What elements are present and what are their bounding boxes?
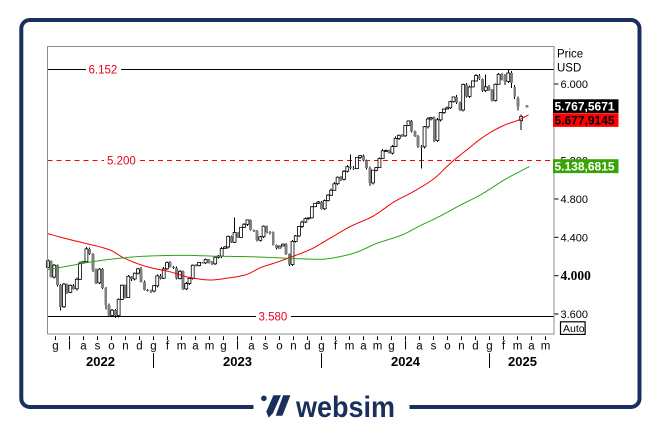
svg-text:g: g [388, 341, 394, 353]
svg-text:m: m [345, 341, 355, 353]
svg-text:5.677,9145: 5.677,9145 [555, 113, 615, 127]
svg-text:d: d [136, 341, 142, 353]
svg-text:Auto: Auto [563, 323, 585, 335]
svg-text:f: f [502, 341, 506, 353]
svg-text:g: g [318, 341, 324, 353]
svg-text:USD: USD [557, 63, 581, 75]
svg-text:6.000: 6.000 [561, 79, 589, 91]
svg-text:2025: 2025 [508, 354, 537, 369]
svg-text:Price: Price [557, 49, 583, 61]
svg-text:o: o [276, 341, 282, 353]
svg-text:a: a [528, 341, 535, 353]
svg-text:m: m [205, 341, 215, 353]
svg-text:4.400: 4.400 [561, 232, 589, 244]
svg-text:a: a [248, 341, 255, 353]
svg-text:websim: websim [295, 391, 395, 424]
svg-text:s: s [95, 341, 101, 353]
svg-text:f: f [166, 341, 170, 353]
svg-text:n: n [458, 341, 464, 353]
svg-text:4.000: 4.000 [561, 268, 592, 283]
svg-text:o: o [444, 341, 450, 353]
svg-text:g: g [150, 341, 156, 353]
svg-text:m: m [513, 341, 523, 353]
svg-text:2022: 2022 [86, 354, 115, 369]
svg-text:m: m [541, 341, 551, 353]
svg-text:4.800: 4.800 [561, 194, 589, 206]
svg-text:g: g [486, 341, 492, 353]
svg-text:a: a [192, 341, 199, 353]
svg-text:s: s [431, 341, 437, 353]
svg-text:f: f [334, 341, 338, 353]
svg-text:o: o [108, 341, 114, 353]
svg-text:a: a [80, 341, 87, 353]
svg-text:m: m [373, 341, 383, 353]
svg-text:s: s [263, 341, 269, 353]
svg-text:g: g [52, 341, 58, 353]
svg-text:m: m [177, 341, 187, 353]
svg-text:l: l [404, 341, 407, 353]
svg-text:a: a [360, 341, 367, 353]
svg-text:n: n [290, 341, 296, 353]
svg-text:5.767,5671: 5.767,5671 [555, 99, 615, 113]
svg-text:6.152: 6.152 [89, 65, 118, 77]
svg-text:2023: 2023 [223, 354, 252, 369]
svg-text:g: g [220, 341, 226, 353]
svg-text:3.580: 3.580 [259, 312, 288, 324]
svg-text:5.200: 5.200 [107, 156, 136, 168]
svg-text:3.600: 3.600 [561, 309, 589, 321]
svg-text:d: d [472, 341, 478, 353]
svg-text:l: l [68, 341, 71, 353]
svg-text:a: a [416, 341, 423, 353]
svg-text:d: d [304, 341, 310, 353]
svg-text:n: n [122, 341, 128, 353]
svg-text:l: l [236, 341, 239, 353]
svg-text:5.138,6815: 5.138,6815 [555, 159, 615, 173]
svg-text:2024: 2024 [391, 354, 421, 369]
